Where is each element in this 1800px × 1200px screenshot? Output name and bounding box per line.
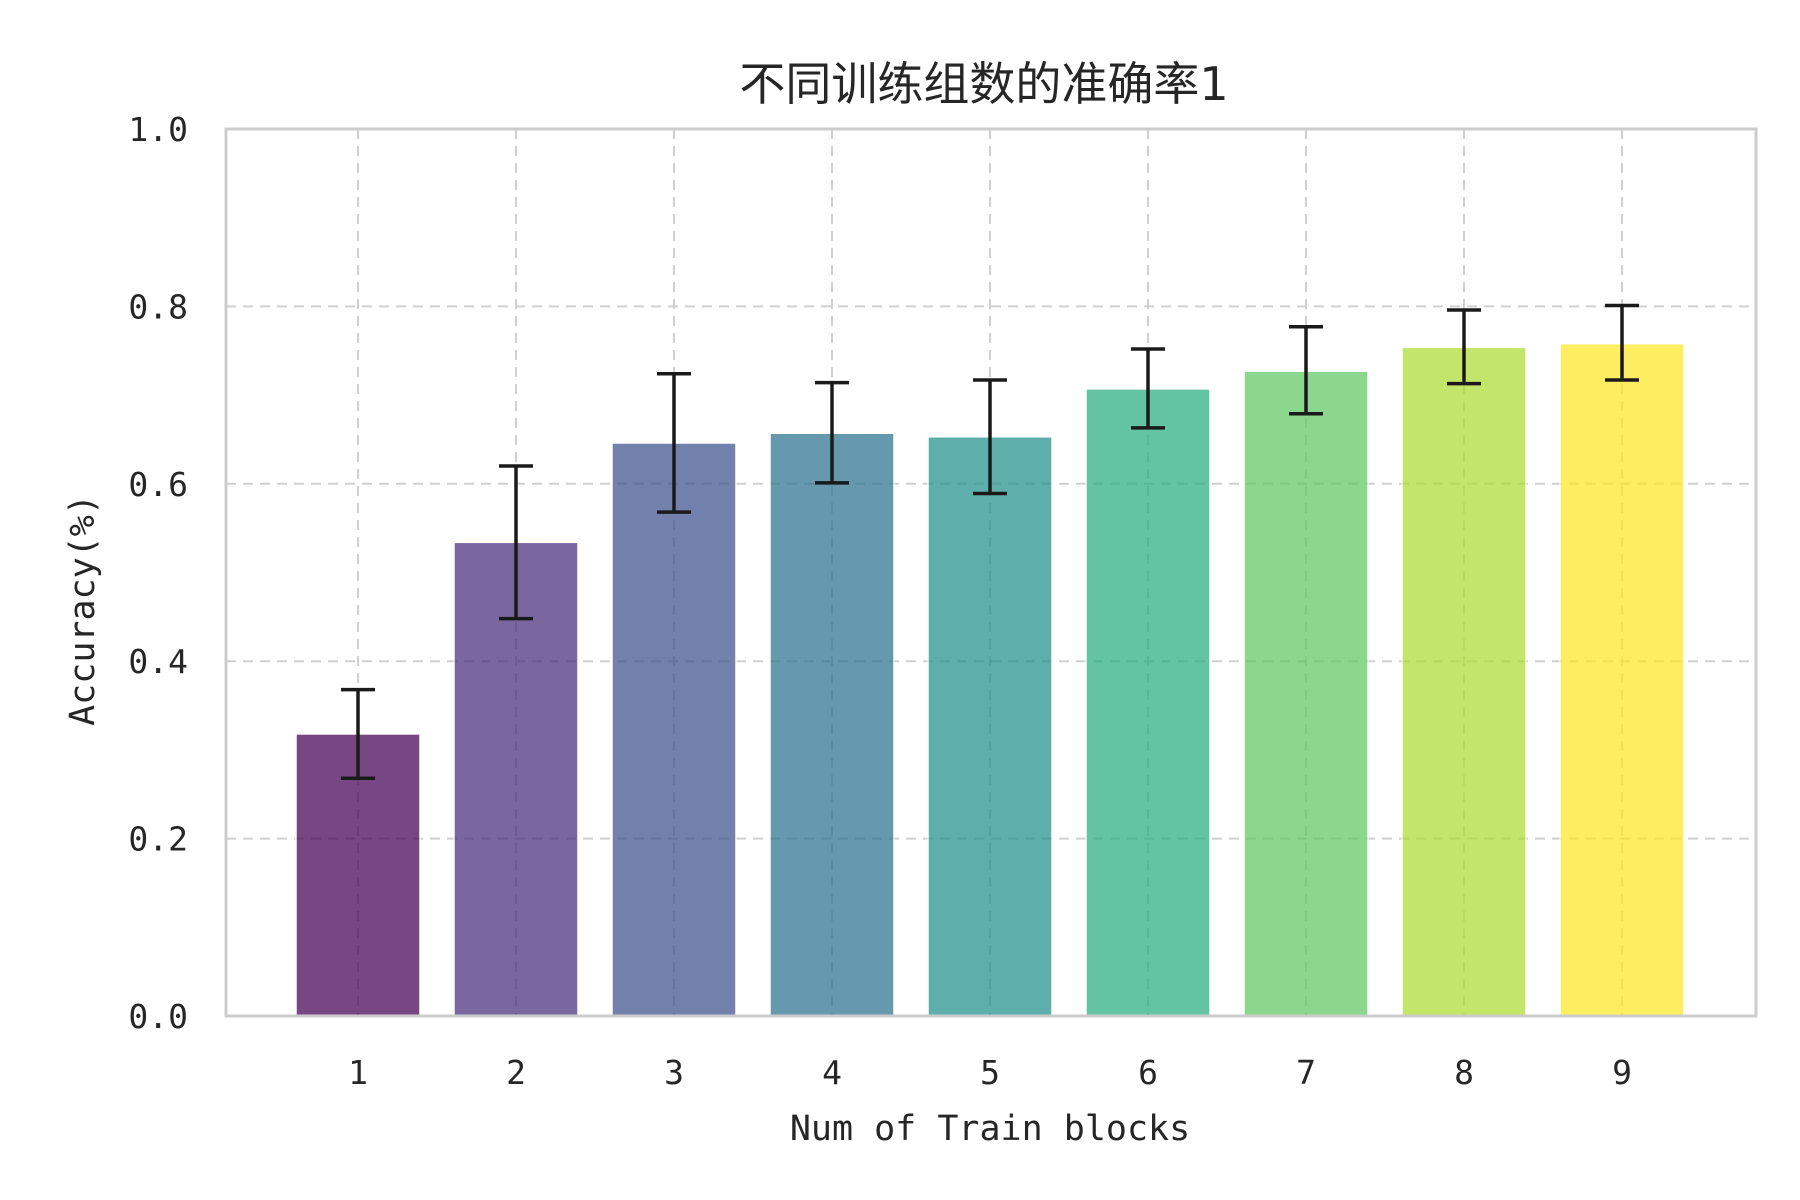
y-tick-label: 0.4: [128, 642, 188, 681]
y-tick-labels: 0.0 0.2 0.4 0.6 0.8 1.0: [128, 110, 188, 1036]
y-tick-label: 0.0: [128, 997, 188, 1036]
error-bar-9: [1605, 303, 1639, 382]
y-tick-label: 0.6: [128, 465, 188, 504]
error-bar-2: [499, 464, 533, 621]
bar-layer: [295, 342, 1685, 1017]
bar-8: [1401, 346, 1527, 1017]
y-axis-label: Accuracy(%): [63, 494, 103, 726]
y-tick-label: 0.8: [128, 287, 188, 326]
x-tick-label: 3: [664, 1053, 684, 1092]
x-axis-label: Num of Train blocks: [790, 1109, 1190, 1149]
x-tick-label: 2: [506, 1053, 526, 1092]
error-bar-7: [1289, 325, 1323, 416]
error-bar-4: [815, 380, 849, 485]
x-tick-label: 5: [980, 1053, 1000, 1092]
bar-4: [769, 432, 895, 1017]
error-bar-3: [657, 372, 691, 514]
chart-title: 不同训练组数的准确率1: [739, 57, 1228, 111]
x-tick-label: 9: [1612, 1053, 1632, 1092]
bar-5: [927, 436, 1053, 1017]
plot-frame: [224, 127, 1758, 1018]
x-tick-label: 8: [1454, 1053, 1474, 1092]
error-bar-1: [341, 687, 375, 781]
error-bar-6: [1131, 347, 1165, 430]
error-bar-layer: [341, 303, 1639, 781]
error-bar-5: [973, 378, 1007, 496]
error-bar-8: [1447, 308, 1481, 386]
bar-6: [1085, 388, 1211, 1017]
bar-3: [611, 442, 737, 1017]
bar-2: [453, 541, 579, 1017]
y-tick-label: 1.0: [128, 110, 188, 149]
x-tick-label: 1: [348, 1053, 368, 1092]
y-tick-label: 0.2: [128, 820, 188, 859]
bar-7: [1243, 370, 1369, 1017]
x-tick-label: 6: [1138, 1053, 1158, 1092]
x-tick-label: 4: [822, 1053, 842, 1092]
bar-9: [1559, 342, 1685, 1017]
x-tick-label: 7: [1296, 1053, 1316, 1092]
x-tick-labels: 1 2 3 4 5 6 7 8 9: [348, 1053, 1632, 1092]
